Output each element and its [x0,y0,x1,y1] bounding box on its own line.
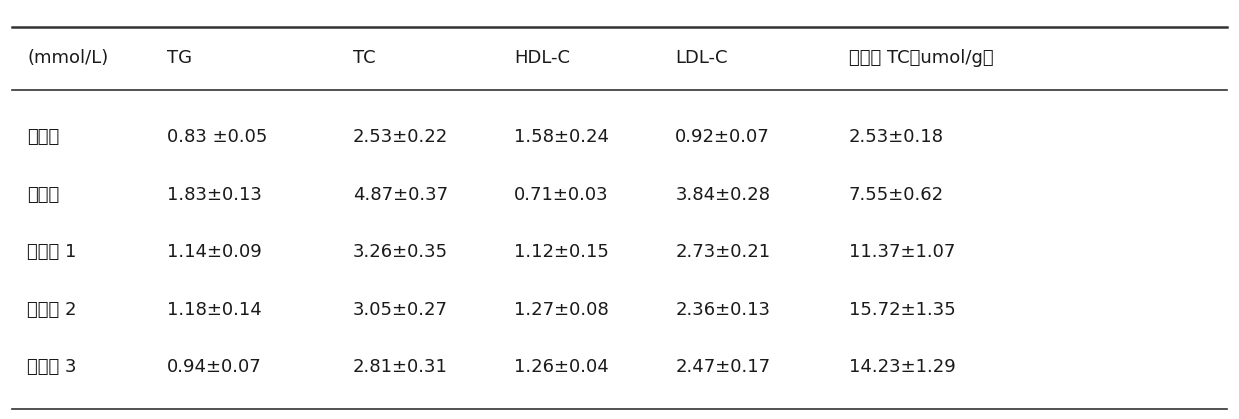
Text: 实施例 2: 实施例 2 [27,301,77,318]
Text: 2.73±0.21: 2.73±0.21 [675,243,771,261]
Text: 0.92±0.07: 0.92±0.07 [675,129,769,146]
Text: 0.83 ±0.05: 0.83 ±0.05 [167,129,268,146]
Text: 1.27±0.08: 1.27±0.08 [514,301,608,318]
Text: 2.53±0.22: 2.53±0.22 [353,129,449,146]
Text: 3.05±0.27: 3.05±0.27 [353,301,449,318]
Text: 3.84±0.28: 3.84±0.28 [675,186,771,204]
Text: 高脂组: 高脂组 [27,186,59,204]
Text: 0.71±0.03: 0.71±0.03 [514,186,608,204]
Text: TC: TC [353,49,375,67]
Text: 实施例 1: 实施例 1 [27,243,77,261]
Text: 1.12±0.15: 1.12±0.15 [514,243,610,261]
Text: 0.94±0.07: 0.94±0.07 [167,358,261,376]
Text: 1.18±0.14: 1.18±0.14 [167,301,261,318]
Text: 空白组: 空白组 [27,129,59,146]
Text: (mmol/L): (mmol/L) [27,49,109,67]
Text: 2.36±0.13: 2.36±0.13 [675,301,771,318]
Text: 14.23±1.29: 14.23±1.29 [849,358,955,376]
Text: 3.26±0.35: 3.26±0.35 [353,243,449,261]
Text: 1.58±0.24: 1.58±0.24 [514,129,610,146]
Text: 1.83±0.13: 1.83±0.13 [167,186,263,204]
Text: HDL-C: HDL-C [514,49,570,67]
Text: 1.26±0.04: 1.26±0.04 [514,358,608,376]
Text: 2.81±0.31: 2.81±0.31 [353,358,449,376]
Text: 实施例 3: 实施例 3 [27,358,77,376]
Text: LDL-C: LDL-C [675,49,727,67]
Text: 11.37±1.07: 11.37±1.07 [849,243,955,261]
Text: 7.55±0.62: 7.55±0.62 [849,186,944,204]
Text: 2.53±0.18: 2.53±0.18 [849,129,944,146]
Text: TG: TG [167,49,192,67]
Text: 4.87±0.37: 4.87±0.37 [353,186,449,204]
Text: 粪便内 TC（umol/g）: 粪便内 TC（umol/g） [849,49,994,67]
Text: 1.14±0.09: 1.14±0.09 [167,243,261,261]
Text: 2.47±0.17: 2.47±0.17 [675,358,771,376]
Text: 15.72±1.35: 15.72±1.35 [849,301,955,318]
